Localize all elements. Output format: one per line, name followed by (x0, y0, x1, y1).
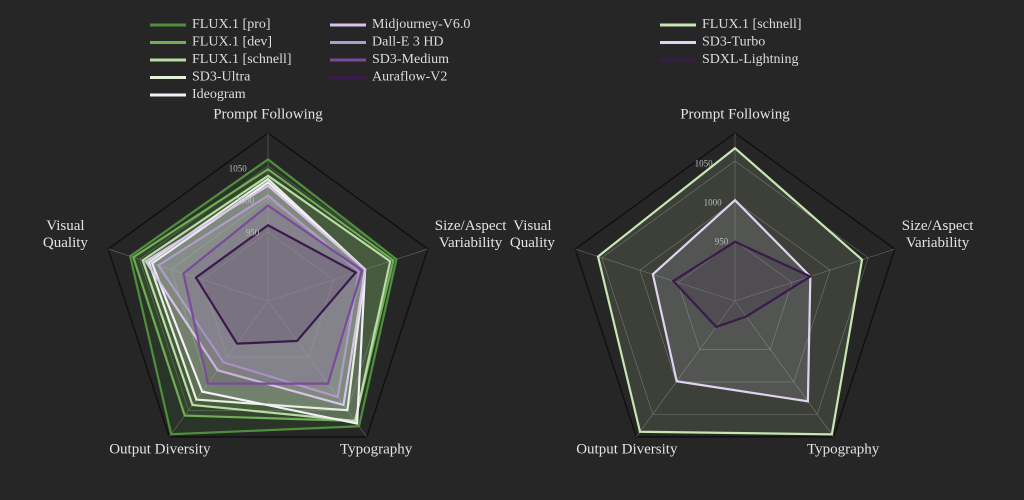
series-area (144, 184, 367, 407)
legend-label: SD3-Medium (372, 52, 449, 67)
grid-line (677, 240, 793, 350)
series-area (671, 240, 813, 329)
r-tick-label: 1050 (229, 163, 248, 173)
spoke (636, 300, 736, 438)
axis-label: Typography (807, 441, 880, 458)
legend-label: SDXL-Lightning (702, 52, 798, 67)
legend-label: Auraflow-V2 (372, 70, 447, 85)
grid-line (601, 160, 869, 415)
spoke (267, 248, 428, 302)
series-area (651, 198, 812, 403)
spoke (267, 300, 367, 438)
spoke (575, 248, 736, 302)
grid-line (639, 200, 831, 383)
series-area (194, 223, 358, 345)
r-tick-label: 1000 (236, 196, 255, 206)
axis-label: Output Diversity (576, 441, 678, 458)
r-tick-label: 1000 (704, 198, 723, 208)
r-tick-label: 950 (715, 237, 729, 247)
legend-label: Dall-E 3 HD (372, 35, 444, 50)
legend-label: Midjourney-V6.0 (372, 17, 470, 32)
legend-label: FLUX.1 [schnell] (192, 52, 292, 67)
legend-label: SD3-Turbo (702, 35, 765, 50)
radar-frame (107, 132, 429, 438)
r-tick-label: 950 (246, 228, 260, 238)
legend-label: FLUX.1 [pro] (192, 17, 271, 32)
spoke (169, 300, 269, 438)
radar-frame (574, 132, 896, 438)
legend-label: FLUX.1 [schnell] (702, 17, 802, 32)
axis-label: Output Diversity (109, 441, 211, 458)
axis-label: Visual Quality (42, 218, 88, 252)
series-area (596, 146, 864, 436)
legend-label: SD3-Ultra (192, 70, 251, 85)
axis-label: Size/Aspect Variability (901, 218, 974, 252)
legend-label: FLUX.1 [dev] (192, 35, 272, 50)
spoke (108, 248, 269, 302)
axis-label: Size/Aspect Variability (434, 218, 507, 252)
series-area (182, 204, 364, 385)
r-tick-label: 1050 (695, 159, 714, 169)
grid-line (201, 231, 335, 358)
axis-label: Prompt Following (213, 106, 323, 123)
axis-label: Visual Quality (509, 218, 555, 252)
spoke (734, 248, 895, 302)
axis-label: Typography (340, 441, 413, 458)
axis-label: Prompt Following (680, 106, 790, 123)
spoke (734, 300, 834, 438)
legend-label: Ideogram (192, 87, 246, 102)
